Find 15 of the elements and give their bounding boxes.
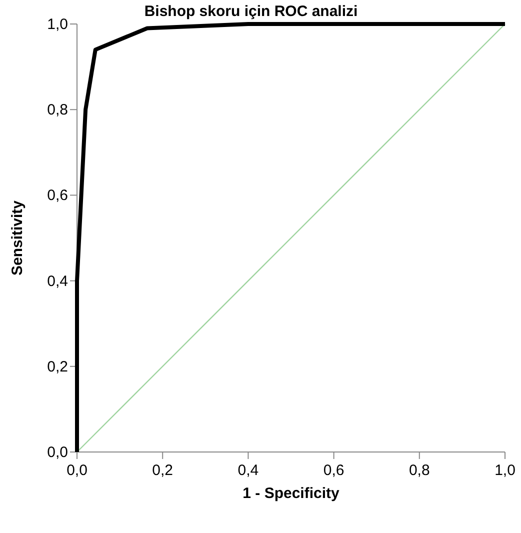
x-tick-label: 0,8	[408, 462, 430, 479]
x-tick-label: 1,0	[494, 462, 516, 479]
y-tick-label: 0,6	[47, 187, 68, 204]
y-axis-title: Sensitivity	[9, 200, 26, 276]
x-tick-label: 0,0	[66, 462, 88, 479]
y-tick-label: 0,8	[47, 102, 68, 119]
x-tick-label: 0,6	[323, 462, 344, 479]
x-tick-label: 0,4	[238, 462, 259, 479]
y-tick-label: 0,4	[47, 272, 68, 290]
y-tick-label: 0,2	[47, 358, 68, 376]
x-tick-label: 0,2	[152, 462, 174, 479]
y-tick-label: 1,0	[47, 16, 68, 33]
y-tick-label: 0,0	[47, 444, 68, 461]
x-axis-title: 1 - Specificity	[242, 485, 340, 502]
chart-title: Bishop skoru için ROC analizi	[144, 3, 358, 20]
